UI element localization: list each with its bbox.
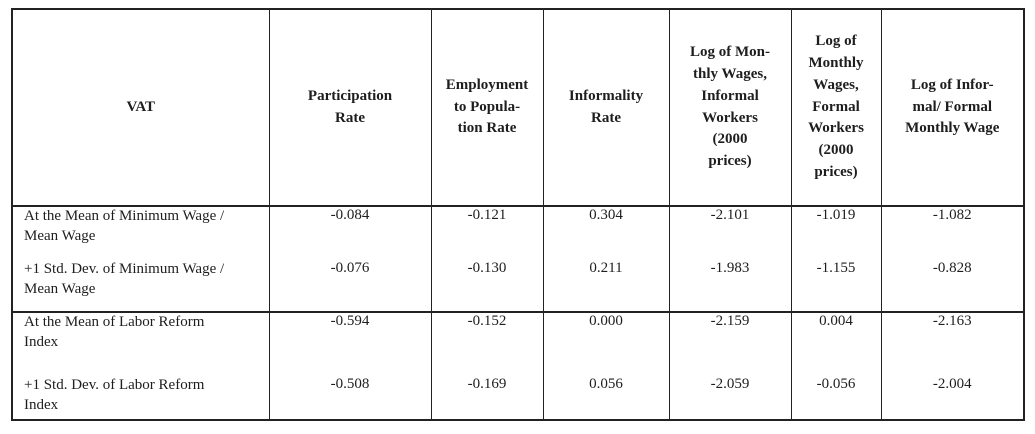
data-cell: -2.159 bbox=[668, 312, 792, 376]
vat-results-table: VAT Participation Rate Employment to Pop… bbox=[11, 8, 1025, 421]
data-cell: 0.004 bbox=[790, 312, 882, 376]
row-label: At the Mean of Minimum Wage / Mean Wage bbox=[11, 206, 270, 260]
header-cell-employment-to-population-rate: Employment to Popula- tion Rate bbox=[430, 9, 544, 207]
data-cell: -2.004 bbox=[880, 376, 1025, 420]
data-cell: -0.152 bbox=[430, 312, 544, 376]
data-cell: -0.169 bbox=[430, 376, 544, 420]
data-cell: -2.059 bbox=[668, 376, 792, 420]
data-cell: -1.983 bbox=[668, 260, 792, 313]
header-cell-log-monthly-wages-formal: Log of Monthly Wages, Formal Workers (20… bbox=[790, 9, 882, 207]
table-row-mean-minimum-wage: At the Mean of Minimum Wage / Mean Wage … bbox=[11, 206, 1025, 260]
row-label: At the Mean of Labor Reform Index bbox=[11, 312, 270, 376]
data-cell: -0.508 bbox=[268, 376, 432, 420]
table-row-stddev-minimum-wage: +1 Std. Dev. of Minimum Wage / Mean Wage… bbox=[11, 260, 1025, 313]
data-cell: -0.121 bbox=[430, 206, 544, 260]
data-cell: 0.000 bbox=[542, 312, 670, 376]
data-cell: -1.082 bbox=[880, 206, 1025, 260]
row-label: +1 Std. Dev. of Minimum Wage / Mean Wage bbox=[11, 260, 270, 313]
header-row: VAT Participation Rate Employment to Pop… bbox=[11, 9, 1025, 207]
data-cell: -0.084 bbox=[268, 206, 432, 260]
data-cell: -0.594 bbox=[268, 312, 432, 376]
data-cell: -0.076 bbox=[268, 260, 432, 313]
table-row-mean-labor-reform: At the Mean of Labor Reform Index -0.594… bbox=[11, 312, 1025, 376]
data-cell: 0.211 bbox=[542, 260, 670, 313]
data-cell: 0.304 bbox=[542, 206, 670, 260]
table-header: VAT Participation Rate Employment to Pop… bbox=[11, 9, 1025, 207]
header-cell-log-informal-formal-wage: Log of Infor- mal/ Formal Monthly Wage bbox=[880, 9, 1025, 207]
data-cell: -0.828 bbox=[880, 260, 1025, 313]
table-body: At the Mean of Minimum Wage / Mean Wage … bbox=[11, 206, 1025, 420]
header-cell-participation-rate: Participation Rate bbox=[268, 9, 432, 207]
data-cell: -2.101 bbox=[668, 206, 792, 260]
data-cell: -2.163 bbox=[880, 312, 1025, 376]
header-cell-log-monthly-wages-informal: Log of Mon- thly Wages, Informal Workers… bbox=[668, 9, 792, 207]
data-cell: -1.155 bbox=[790, 260, 882, 313]
data-cell: 0.056 bbox=[542, 376, 670, 420]
row-label: +1 Std. Dev. of Labor Reform Index bbox=[11, 376, 270, 420]
data-cell: -0.130 bbox=[430, 260, 544, 313]
header-cell-informality-rate: Informality Rate bbox=[542, 9, 670, 207]
table-row-stddev-labor-reform: +1 Std. Dev. of Labor Reform Index -0.50… bbox=[11, 376, 1025, 420]
data-cell: -0.056 bbox=[790, 376, 882, 420]
data-cell: -1.019 bbox=[790, 206, 882, 260]
header-cell-vat: VAT bbox=[11, 9, 270, 207]
results-table-container: VAT Participation Rate Employment to Pop… bbox=[11, 8, 1025, 421]
